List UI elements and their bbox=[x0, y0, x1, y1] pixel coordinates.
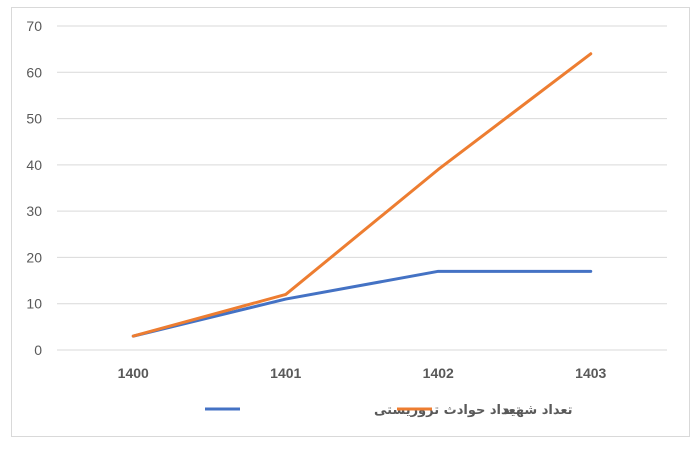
y-tick-label: 10 bbox=[26, 296, 42, 312]
y-tick-label: 40 bbox=[26, 157, 42, 173]
y-tick-label: 30 bbox=[26, 203, 42, 219]
x-tick-label: 1403 bbox=[575, 365, 606, 381]
x-tick-label: 1400 bbox=[118, 365, 149, 381]
series-lines bbox=[131, 52, 593, 338]
data-point bbox=[437, 270, 439, 272]
chart-frame bbox=[11, 7, 690, 437]
data-point bbox=[285, 298, 287, 300]
data-point bbox=[590, 270, 592, 272]
y-axis-ticks: 0 10 20 30 40 50 60 70 bbox=[26, 18, 42, 358]
data-point bbox=[590, 53, 592, 55]
legend-label-terror-incidents: تعداد حوادث تروریستی bbox=[374, 403, 521, 418]
y-tick-label: 0 bbox=[34, 342, 42, 358]
series-line-1 bbox=[131, 52, 593, 338]
data-point bbox=[132, 335, 134, 337]
gridlines bbox=[57, 25, 667, 351]
x-axis-ticks: 1400 1401 1402 1403 bbox=[118, 365, 607, 381]
data-point bbox=[285, 293, 287, 295]
y-tick-label: 20 bbox=[26, 249, 42, 265]
x-tick-label: 1402 bbox=[423, 365, 454, 381]
legend-label-martyrs: تعداد شهید bbox=[503, 403, 573, 418]
data-point bbox=[437, 168, 439, 170]
y-tick-label: 60 bbox=[26, 64, 42, 80]
series-line-0 bbox=[131, 269, 593, 338]
y-tick-label: 70 bbox=[26, 18, 42, 34]
y-tick-label: 50 bbox=[26, 111, 42, 127]
x-tick-label: 1401 bbox=[270, 365, 301, 381]
legend: تعداد حوادث تروریستی تعداد شهید bbox=[205, 403, 573, 418]
